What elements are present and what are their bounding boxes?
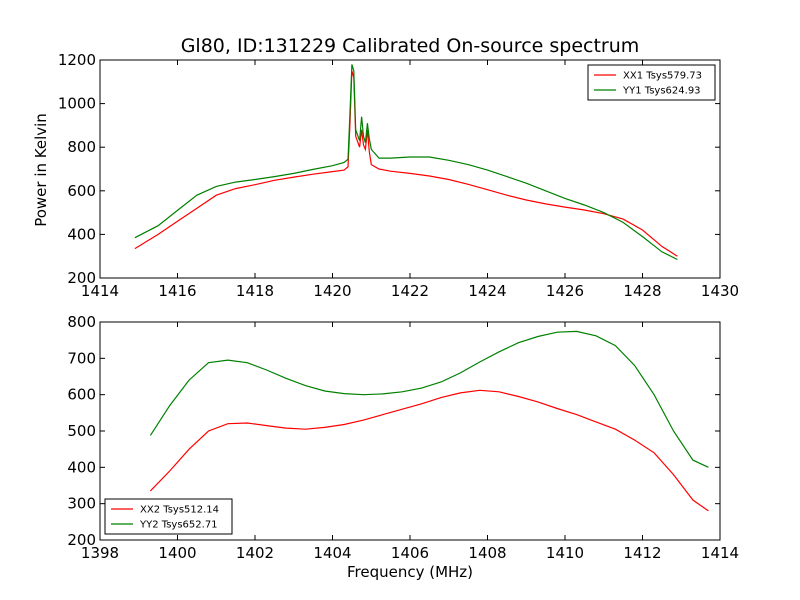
x-tick-label: 1410 xyxy=(546,544,584,562)
y-tick-label: 400 xyxy=(67,458,96,476)
y-tick-label: 300 xyxy=(67,495,96,513)
legend-label: XX1 Tsys579.73 xyxy=(623,71,702,82)
legend-label: YY1 Tsys624.93 xyxy=(622,86,701,97)
y-tick-label: 600 xyxy=(67,182,96,200)
x-tick-label: 1428 xyxy=(623,282,661,300)
x-tick-label: 1414 xyxy=(701,544,739,562)
x-tick-label: 1412 xyxy=(623,544,661,562)
legend: XX2 Tsys512.14 YY2 Tsys652.71 xyxy=(104,498,233,535)
legend-label: YY2 Tsys652.71 xyxy=(139,520,218,531)
y-tick-label: 500 xyxy=(67,422,96,440)
bottom-x-axis-label: Frequency (MHz) xyxy=(347,563,473,581)
y-tick-label: 200 xyxy=(67,531,96,549)
top-panel: 1414 1416 1418 1420 1422 1424 1426 1428 1430 200 4… xyxy=(58,51,739,300)
x-tick-label: 1416 xyxy=(158,282,196,300)
x-tick-label: 1406 xyxy=(391,544,429,562)
series-line-xx xyxy=(149,389,709,512)
y-tick-label: 800 xyxy=(67,313,96,331)
series-line-yy xyxy=(134,64,678,261)
x-tick-label: 1404 xyxy=(313,544,351,562)
series-line-xx xyxy=(134,70,678,257)
x-tick-label: 1426 xyxy=(546,282,584,300)
x-tick-label: 1424 xyxy=(468,282,506,300)
x-tick-label: 1402 xyxy=(236,544,274,562)
x-tick-label: 1400 xyxy=(158,544,196,562)
legend-label: XX2 Tsys512.14 xyxy=(140,505,219,516)
y-tick-label: 800 xyxy=(67,138,96,156)
series-line-yy xyxy=(149,330,709,468)
top-y-axis-label: Power in Kelvin xyxy=(32,113,50,227)
y-tick-label: 1000 xyxy=(58,95,96,113)
bottom-panel: 1398 1400 1402 1404 1406 1408 1410 1412 1414 200 3… xyxy=(67,313,739,562)
legend: XX1 Tsys579.73 YY1 Tsys624.93 xyxy=(587,64,716,101)
x-tick-label: 1408 xyxy=(468,544,506,562)
x-tick-label: 1398 xyxy=(81,544,119,562)
legend-box xyxy=(104,498,233,535)
x-tick-label: 1414 xyxy=(81,282,119,300)
x-tick-label: 1430 xyxy=(701,282,739,300)
y-tick-label: 400 xyxy=(67,225,96,243)
y-tick-label: 200 xyxy=(67,269,96,287)
y-tick-label: 1200 xyxy=(58,51,96,69)
y-tick-label: 700 xyxy=(67,349,96,367)
y-tick-label: 600 xyxy=(67,386,96,404)
legend-box xyxy=(587,64,716,101)
x-tick-label: 1418 xyxy=(236,282,274,300)
x-tick-label: 1422 xyxy=(391,282,429,300)
chart-title: Gl80, ID:131229 Calibrated On-source spe… xyxy=(181,35,640,57)
x-tick-label: 1420 xyxy=(313,282,351,300)
